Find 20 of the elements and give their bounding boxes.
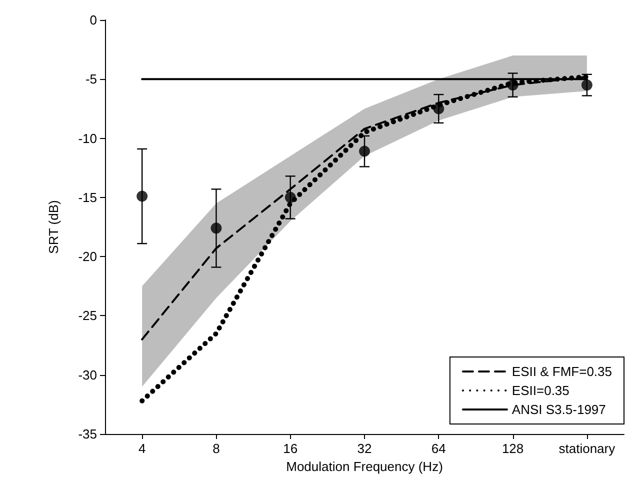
y-tick-label: 0 [90,12,97,28]
y-tick-label: -20 [78,249,97,264]
x-tick-label: 128 [502,441,524,456]
legend-label: ESII & FMF=0.35 [512,364,612,379]
x-axis-title: Modulation Frequency (Hz) [286,459,443,474]
y-tick-label: -35 [78,426,97,442]
y-tick-label: -5 [85,72,97,87]
y-tick-label: -15 [78,190,97,205]
x-tick-label: 64 [431,441,446,456]
x-tick-label: stationary [558,441,616,456]
x-tick-label: 8 [212,441,220,456]
y-tick-label: -25 [78,308,97,324]
legend-label: ESII=0.35 [512,383,570,398]
x-tick-label: 4 [138,441,146,456]
x-tick-label: 32 [357,441,372,456]
y-axis-title: SRT (dB) [46,200,61,254]
y-tick-label: -10 [78,130,97,146]
y-tick-label: -30 [78,367,97,382]
x-tick-label: 16 [283,441,298,456]
legend-label: ANSI S3.5-1997 [512,402,606,417]
